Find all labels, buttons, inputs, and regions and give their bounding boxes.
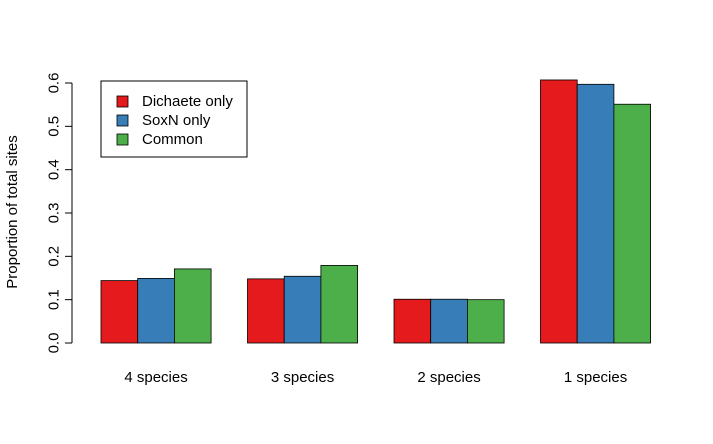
category-label: 4 species bbox=[124, 369, 187, 386]
bar bbox=[466, 299, 505, 344]
bar bbox=[430, 298, 468, 344]
y-tick-label: 0.4 bbox=[45, 159, 62, 180]
y-tick-label: 0.0 bbox=[45, 333, 62, 354]
category-label: 2 species bbox=[417, 369, 480, 386]
bar bbox=[173, 268, 212, 344]
y-tick-label: 0.3 bbox=[45, 203, 62, 224]
y-tick-label: 0.5 bbox=[45, 116, 62, 137]
bar bbox=[283, 275, 322, 344]
bars bbox=[100, 79, 652, 344]
bar bbox=[393, 298, 432, 344]
category-label: 1 species bbox=[564, 369, 627, 386]
category-labels: 4 species 3 species 2 species 1 species bbox=[124, 369, 627, 386]
legend-swatch bbox=[116, 114, 129, 127]
legend: Dichaete only SoxN only Common bbox=[100, 80, 248, 158]
legend-label: Dichaete only bbox=[142, 93, 233, 110]
y-tick-label: 0.1 bbox=[45, 289, 62, 310]
y-axis: 0.0 0.1 0.2 0.3 0.4 0.5 0.6 bbox=[45, 73, 73, 354]
bar bbox=[613, 103, 652, 344]
bar bbox=[540, 79, 578, 344]
y-axis-title: Proportion of total sites bbox=[4, 135, 21, 288]
y-tick-label: 0.2 bbox=[45, 246, 62, 267]
bar bbox=[137, 278, 175, 344]
category-label: 3 species bbox=[271, 369, 334, 386]
bar bbox=[247, 278, 285, 344]
bar bbox=[100, 280, 139, 344]
legend-label: Common bbox=[142, 131, 203, 148]
legend-swatch bbox=[116, 133, 129, 146]
bar bbox=[320, 265, 358, 344]
legend-swatch bbox=[116, 95, 129, 108]
bar bbox=[576, 83, 615, 344]
legend-label: SoxN only bbox=[142, 112, 211, 129]
y-tick-label: 0.6 bbox=[45, 73, 62, 94]
